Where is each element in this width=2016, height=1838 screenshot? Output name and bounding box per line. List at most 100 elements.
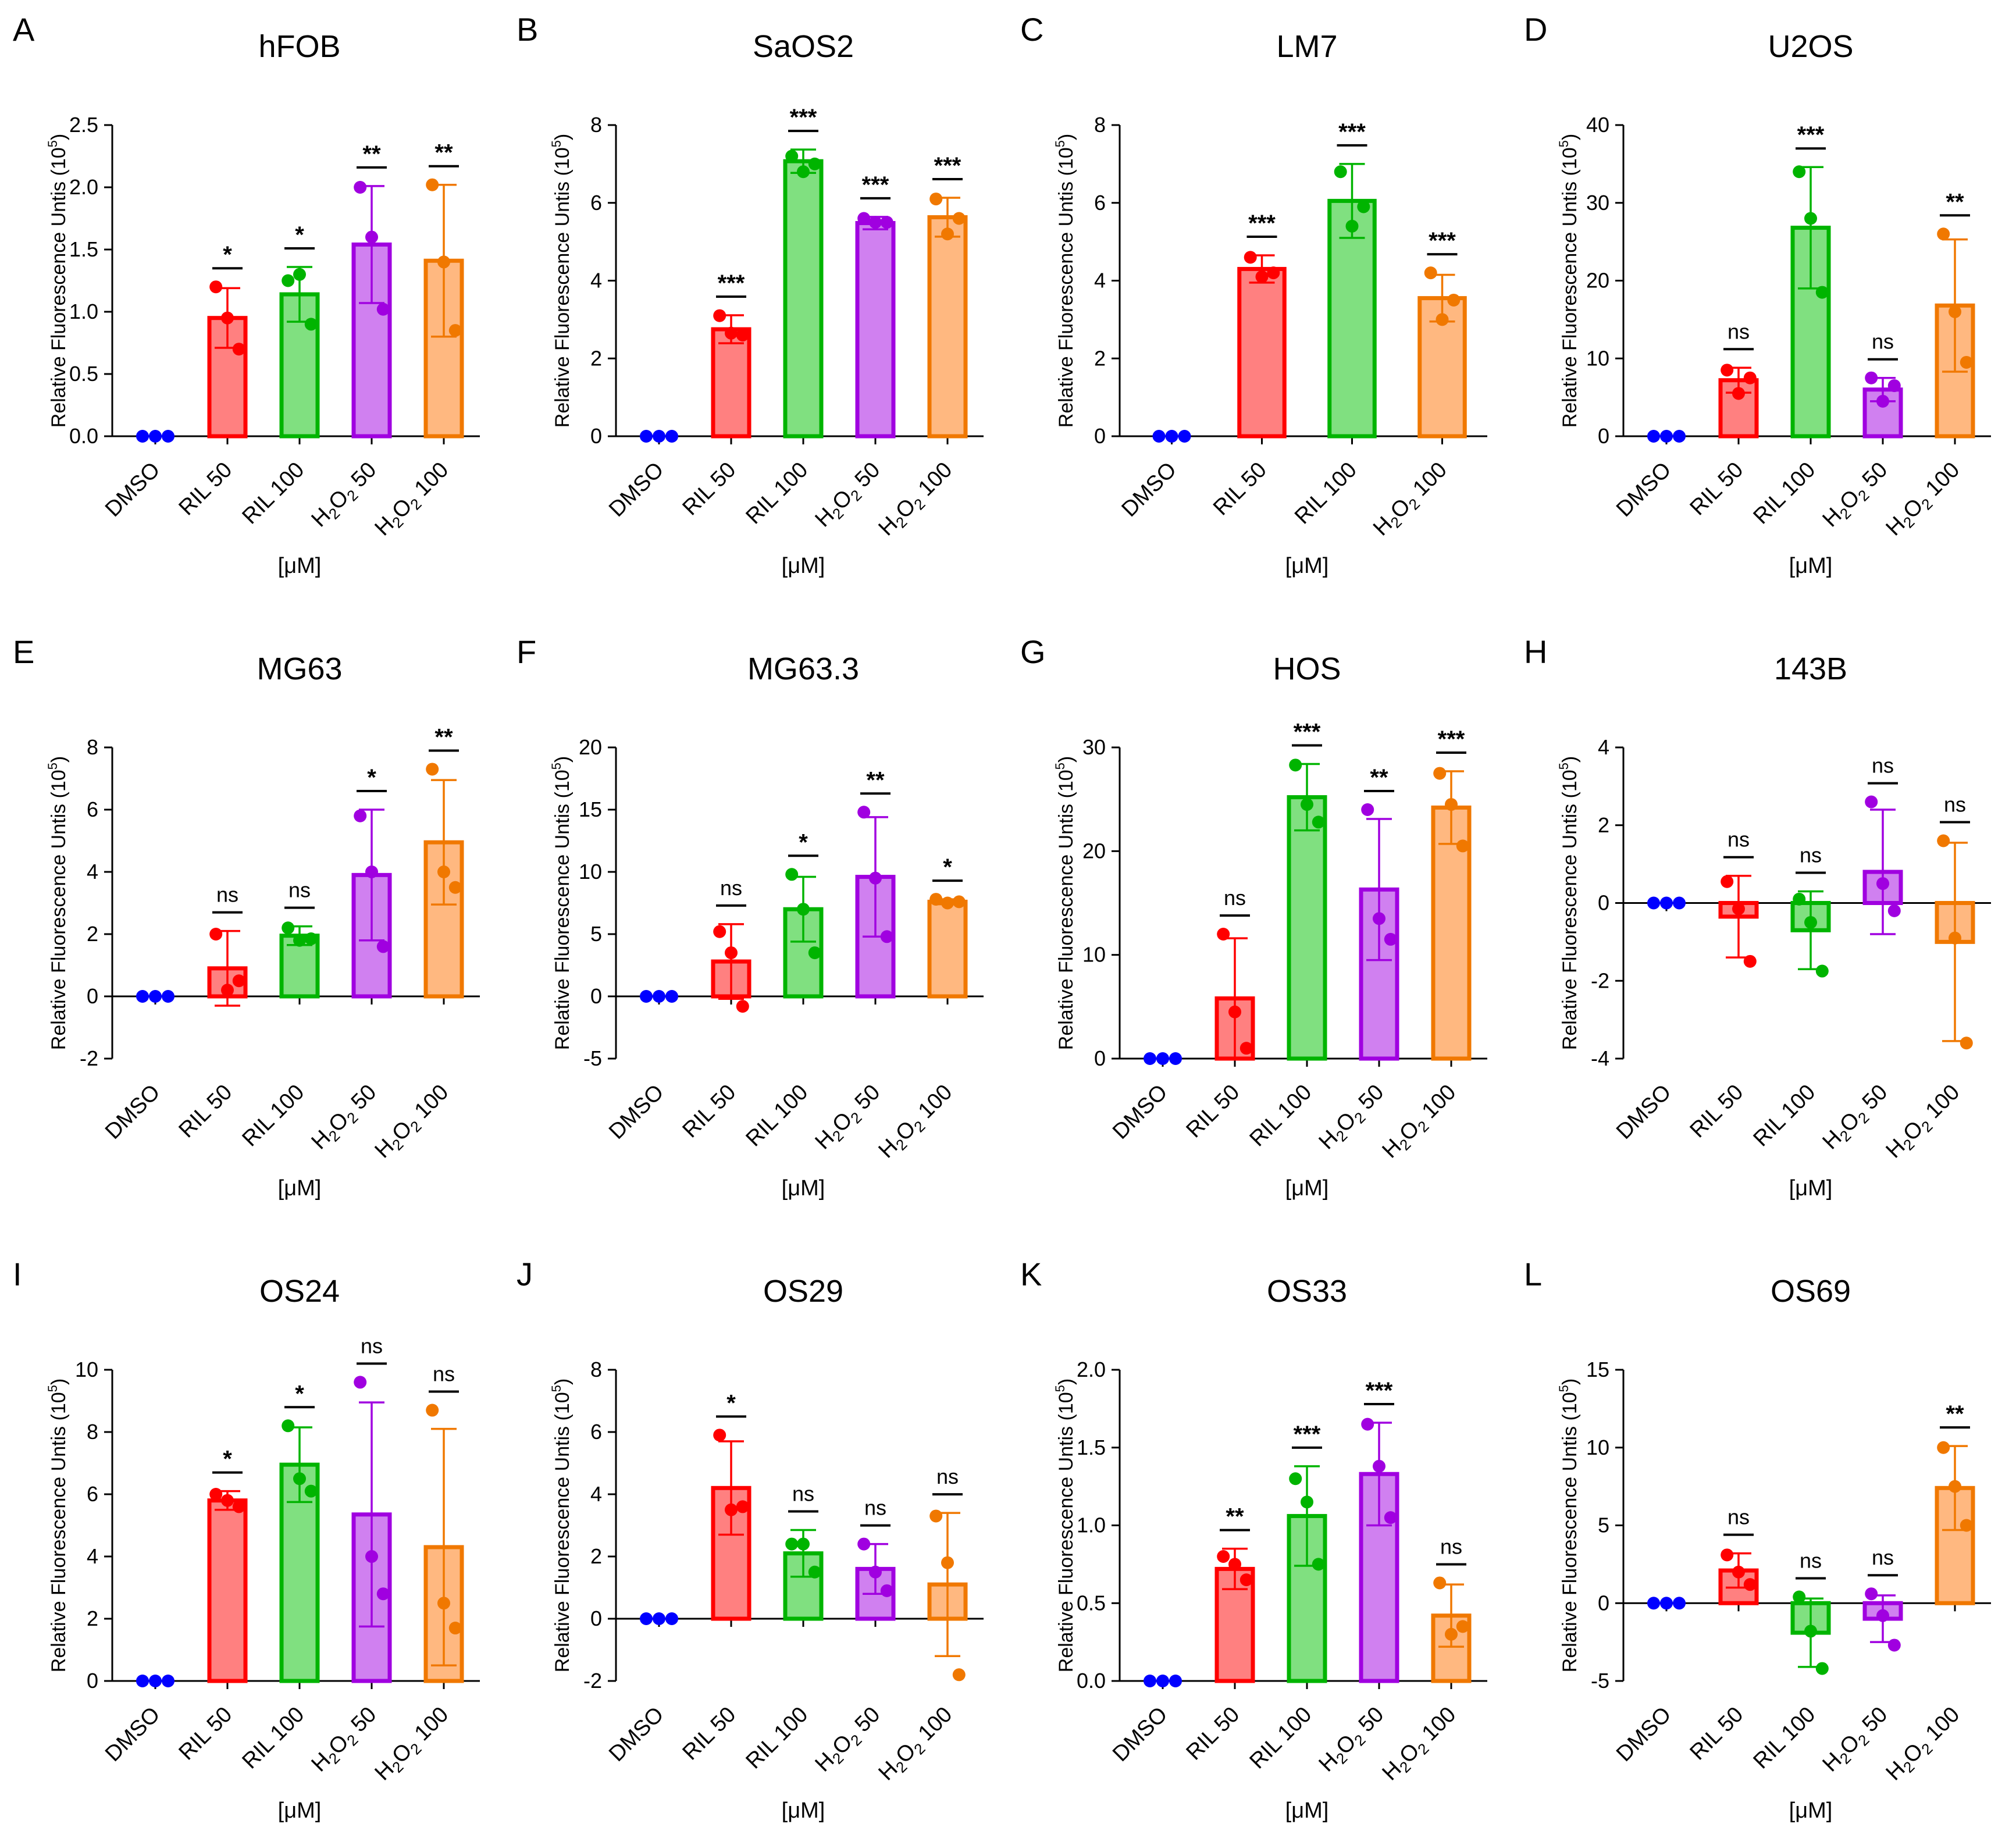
x-units-label: [μM] bbox=[782, 554, 825, 578]
data-point bbox=[1312, 815, 1325, 829]
significance-label: *** bbox=[790, 105, 817, 130]
data-point bbox=[1289, 758, 1302, 772]
significance-label: ns bbox=[1872, 754, 1894, 778]
panel-letter: G bbox=[1020, 633, 1046, 670]
y-tick-label: -2 bbox=[80, 1046, 98, 1070]
x-tick-label: RIL 50 bbox=[678, 1702, 740, 1765]
data-point bbox=[426, 763, 439, 776]
data-point bbox=[785, 868, 799, 881]
x-tick-label: H2O2 100 bbox=[1882, 1702, 1967, 1787]
data-point bbox=[209, 1488, 223, 1501]
data-point bbox=[1815, 964, 1829, 978]
data-point bbox=[1732, 387, 1745, 400]
x-units-label: [μM] bbox=[1285, 554, 1329, 578]
x-tick-label: DMSO bbox=[1612, 1702, 1676, 1766]
data-point bbox=[1804, 916, 1817, 929]
y-tick-label: 0 bbox=[590, 984, 602, 1008]
significance-label: ** bbox=[866, 767, 885, 793]
panel-letter: K bbox=[1020, 1256, 1042, 1292]
chart-title: MG63 bbox=[257, 651, 342, 686]
data-point bbox=[640, 1612, 653, 1625]
data-point bbox=[1949, 931, 1961, 945]
data-point bbox=[1312, 1558, 1325, 1571]
data-point bbox=[1445, 798, 1458, 811]
significance-label: * bbox=[799, 829, 808, 855]
significance-label: *** bbox=[1294, 1422, 1321, 1447]
significance-label: ns bbox=[1800, 1549, 1822, 1573]
data-point bbox=[149, 1675, 162, 1687]
data-point bbox=[665, 430, 678, 443]
data-point bbox=[365, 230, 378, 244]
data-point bbox=[221, 311, 234, 325]
data-point bbox=[1384, 932, 1397, 946]
panel-B: B SaOS2 0 2 4 6 8 Relative Fluorescence Untis (… bbox=[517, 11, 984, 578]
x-tick-label: RIL 100 bbox=[1749, 1702, 1821, 1774]
data-point bbox=[653, 1612, 665, 1625]
x-tick-label: DMSO bbox=[101, 1702, 165, 1766]
y-tick-label: 2 bbox=[1094, 346, 1106, 370]
y-tick-label: 8 bbox=[1094, 113, 1106, 137]
data-point bbox=[1732, 902, 1745, 916]
panel-letter: J bbox=[517, 1256, 533, 1292]
panel-letter: D bbox=[1524, 11, 1547, 48]
panel-letter: E bbox=[13, 633, 34, 670]
y-tick-label: 6 bbox=[1094, 191, 1106, 215]
data-point bbox=[1673, 1597, 1686, 1610]
significance-label: ** bbox=[1226, 1504, 1244, 1530]
y-tick-label: 5 bbox=[1598, 1513, 1609, 1537]
chart-title: LM7 bbox=[1276, 29, 1337, 64]
panel-letter: B bbox=[517, 11, 538, 48]
x-tick-label: RIL 100 bbox=[238, 458, 309, 529]
significance-label: ns bbox=[1728, 319, 1750, 343]
panel-C: C LM7 0 2 4 6 8 Relative Fluorescence Untis (10… bbox=[1020, 11, 1487, 578]
x-tick-label: RIL 50 bbox=[174, 1080, 237, 1143]
y-axis-label: Relative Fluorescence Untis (105) bbox=[549, 1378, 574, 1672]
data-point bbox=[1960, 355, 1973, 369]
data-point bbox=[1424, 266, 1437, 280]
bar bbox=[927, 215, 968, 439]
significance-label: *** bbox=[1294, 719, 1321, 745]
significance-label: ** bbox=[362, 141, 381, 167]
y-tick-label: 0 bbox=[1598, 1591, 1609, 1615]
significance-label: * bbox=[943, 854, 952, 880]
data-point bbox=[209, 928, 223, 941]
data-point bbox=[880, 1584, 893, 1597]
significance-label: ns bbox=[1728, 828, 1750, 852]
data-point bbox=[1456, 839, 1469, 853]
x-tick-label: RIL 50 bbox=[1685, 1702, 1748, 1765]
chart-title: HOS bbox=[1273, 651, 1341, 686]
panel-E: E MG63 -2 0 2 4 6 8 Relative Fluorescence Untis … bbox=[13, 633, 480, 1201]
data-point bbox=[725, 326, 738, 340]
y-tick-label: -5 bbox=[1591, 1669, 1609, 1693]
data-point bbox=[1373, 1459, 1385, 1473]
x-tick-label: DMSO bbox=[604, 1080, 668, 1144]
data-point bbox=[1937, 834, 1950, 847]
data-point bbox=[880, 216, 893, 229]
data-point bbox=[1865, 1587, 1878, 1601]
panel-J: J OS29 -2 0 2 4 6 8 Relative Fluorescence Untis … bbox=[517, 1256, 984, 1823]
data-point bbox=[640, 430, 653, 443]
data-point bbox=[232, 1500, 245, 1513]
data-point bbox=[785, 1537, 799, 1551]
data-point bbox=[952, 895, 966, 909]
data-point bbox=[1949, 1480, 1961, 1493]
data-point bbox=[1361, 1417, 1374, 1431]
significance-label: * bbox=[223, 1447, 232, 1472]
x-tick-label: DMSO bbox=[1612, 1080, 1676, 1144]
data-point bbox=[1144, 1052, 1156, 1065]
data-point bbox=[354, 1376, 367, 1389]
bar bbox=[783, 159, 824, 439]
y-tick-label: 0 bbox=[1598, 891, 1609, 915]
significance-label: ns bbox=[720, 876, 742, 900]
data-point bbox=[136, 990, 149, 1003]
panel-letter: F bbox=[517, 633, 536, 670]
x-tick-label: RIL 50 bbox=[1181, 1080, 1244, 1143]
data-point bbox=[149, 990, 162, 1003]
data-point bbox=[1384, 1511, 1397, 1524]
data-point bbox=[1660, 430, 1673, 443]
data-point bbox=[653, 430, 665, 443]
y-axis-label: Relative Fluorescence Untis (105) bbox=[1556, 134, 1581, 428]
y-axis-label: Relative Fluorescence Untis (105) bbox=[45, 1378, 70, 1672]
